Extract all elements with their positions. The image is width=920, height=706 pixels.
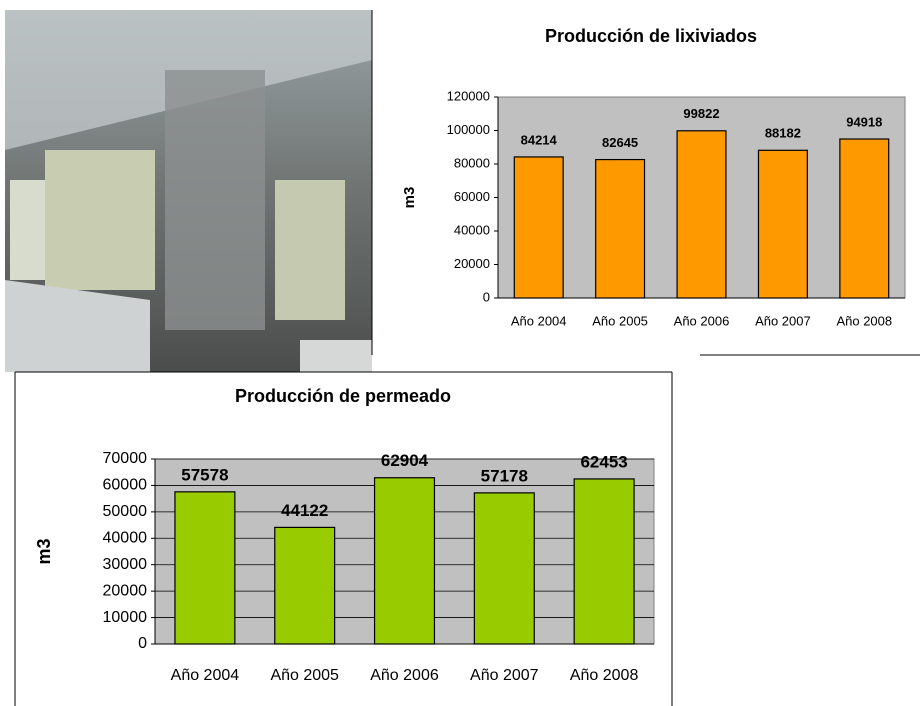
y-tick-label: 30000: [103, 556, 148, 573]
bar: [595, 158, 646, 299]
value-label: 88182: [765, 126, 801, 141]
x-tick-label: Año 2006: [370, 667, 439, 684]
y-tick-label: 60000: [454, 189, 490, 204]
y-tick-label: 40000: [103, 530, 148, 547]
bar: [513, 156, 564, 299]
y-tick-label: 0: [138, 635, 147, 652]
value-label: 99822: [683, 106, 719, 121]
y-tick-label: 80000: [454, 155, 490, 170]
x-tick-label: Año 2007: [470, 667, 539, 684]
chart-title: Producción de permeado: [235, 386, 451, 406]
bar: [373, 477, 436, 645]
bar: [839, 138, 890, 299]
value-label: 84214: [521, 132, 558, 147]
y-axis-label: m3: [401, 187, 418, 209]
x-tick-label: Año 2004: [171, 667, 240, 684]
x-tick-label: Año 2008: [570, 667, 639, 684]
x-tick-label: Año 2007: [755, 313, 811, 328]
y-tick-label: 70000: [103, 450, 148, 467]
bar: [757, 149, 808, 299]
bar: [274, 526, 336, 645]
y-tick-label: 10000: [103, 609, 148, 626]
value-label: 44122: [281, 501, 328, 520]
y-tick-label: 120000: [447, 88, 490, 103]
y-tick-label: 40000: [454, 222, 490, 237]
y-tick-label: 100000: [447, 122, 490, 137]
bar: [676, 130, 727, 299]
x-tick-label: Año 2006: [674, 313, 730, 328]
y-tick-label: 20000: [103, 582, 148, 599]
y-axis-label: m3: [34, 538, 54, 564]
bar: [174, 491, 236, 645]
x-tick-label: Año 2004: [511, 313, 567, 328]
x-tick-label: Año 2005: [592, 313, 648, 328]
y-tick-label: 20000: [454, 256, 490, 271]
y-tick-label: 60000: [103, 477, 148, 494]
value-label: 57178: [481, 466, 528, 485]
y-tick-label: 0: [483, 289, 490, 304]
chart-title: Producción de lixiviados: [545, 26, 757, 46]
y-tick-label: 50000: [103, 503, 148, 520]
value-label: 62453: [580, 452, 627, 471]
value-label: 94918: [846, 114, 882, 129]
x-tick-label: Año 2008: [836, 313, 892, 328]
photo: [5, 10, 372, 372]
bar: [473, 492, 535, 645]
x-tick-label: Año 2005: [270, 667, 339, 684]
value-label: 82645: [602, 135, 638, 150]
value-label: 62904: [381, 451, 429, 470]
bar: [573, 478, 635, 645]
value-label: 57578: [181, 465, 228, 484]
